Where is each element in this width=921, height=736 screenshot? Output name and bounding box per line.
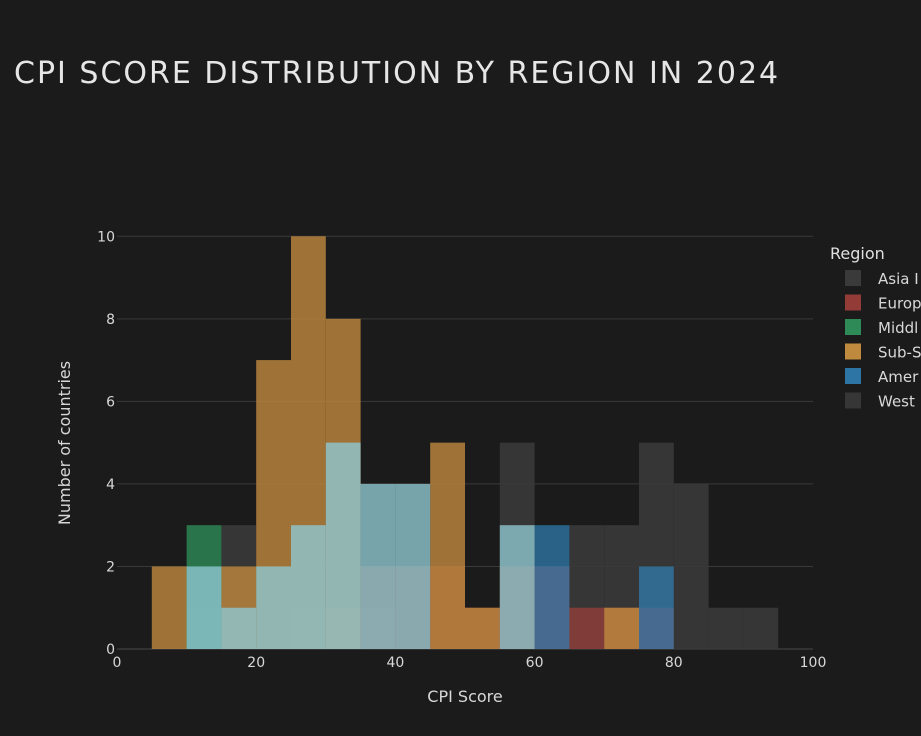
legend-label[interactable]: Europ: [878, 295, 921, 313]
legend-title: Region: [830, 244, 885, 263]
x-tick-label: 60: [526, 655, 544, 671]
legend-label[interactable]: West: [878, 393, 915, 411]
legend-swatch[interactable]: [845, 343, 861, 360]
histogram-bar[interactable]: [186, 566, 222, 649]
histogram-bar[interactable]: [360, 483, 396, 649]
y-tick-label: 4: [106, 477, 115, 493]
histogram-bar[interactable]: [534, 525, 570, 649]
y-tick-label: 8: [106, 312, 115, 328]
legend-label[interactable]: Amer: [878, 368, 919, 386]
legend: Region Asia I Europ Middl Sub-S Amer West: [830, 244, 921, 411]
histogram-bar[interactable]: [291, 525, 326, 649]
histogram-bar[interactable]: [604, 607, 639, 649]
legend-swatch[interactable]: [845, 392, 861, 409]
histogram-bar[interactable]: [743, 607, 779, 649]
y-axis-label: Number of countries: [55, 361, 74, 525]
histogram-bar[interactable]: [430, 442, 465, 649]
histogram-bar[interactable]: [256, 566, 291, 649]
x-tick-label: 0: [113, 655, 122, 671]
y-tick-label: 2: [106, 559, 115, 575]
histogram-bar[interactable]: [395, 483, 431, 649]
legend-label[interactable]: Middl: [878, 319, 918, 337]
x-tick-label: 80: [665, 655, 683, 671]
histogram-bar[interactable]: [465, 607, 500, 649]
x-tick-label: 20: [247, 655, 265, 671]
legend-label[interactable]: Asia I: [878, 270, 919, 288]
histogram-bar[interactable]: [325, 442, 361, 649]
y-tick-label: 0: [106, 642, 115, 658]
histogram-bar[interactable]: [499, 525, 535, 649]
x-axis-label: CPI Score: [427, 687, 502, 706]
y-tick-label: 10: [97, 229, 115, 245]
histogram-bar[interactable]: [673, 483, 709, 649]
y-tick-label: 6: [106, 394, 115, 410]
x-tick-label: 40: [386, 655, 404, 671]
legend-label[interactable]: Sub-S: [878, 344, 921, 362]
legend-swatch[interactable]: [845, 368, 861, 384]
histogram-bar[interactable]: [151, 566, 187, 649]
bars-layer: [151, 236, 779, 650]
histogram-bar[interactable]: [639, 566, 674, 649]
legend-swatch[interactable]: [845, 319, 861, 335]
legend-swatch[interactable]: [845, 270, 861, 286]
x-tick-label: 100: [800, 655, 827, 671]
legend-swatch[interactable]: [845, 294, 861, 311]
chart-title: CPI SCORE DISTRIBUTION BY REGION IN 2024: [14, 56, 781, 91]
histogram-bar[interactable]: [221, 607, 257, 649]
histogram-bar[interactable]: [569, 607, 605, 649]
histogram-bar[interactable]: [708, 607, 744, 649]
